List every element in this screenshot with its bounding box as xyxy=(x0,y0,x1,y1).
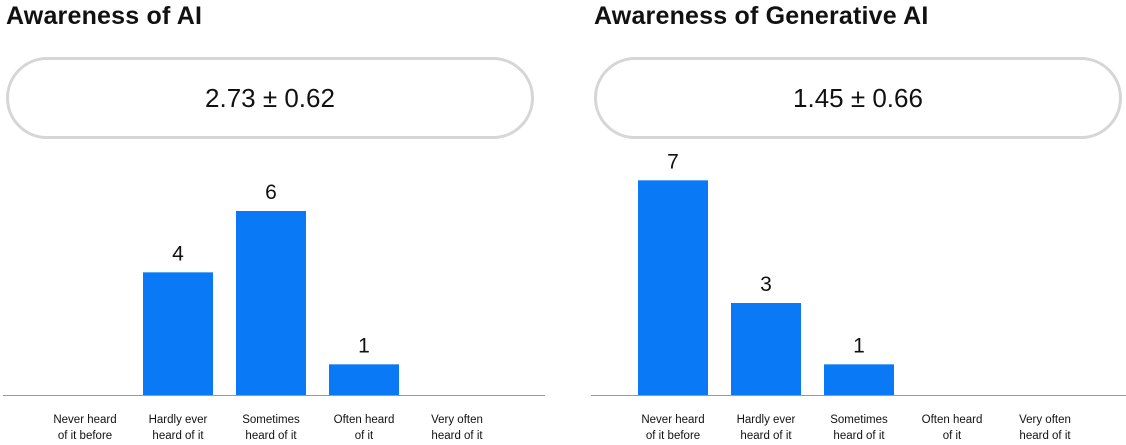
data-label: 7 xyxy=(667,150,679,173)
bar xyxy=(824,364,894,395)
bar-chart: Never heard of it before 4 Hardly ever heard… xyxy=(3,181,545,442)
data-label: 3 xyxy=(760,273,772,296)
awareness-ai-panel: Awareness of AI 2.73 ± 0.62 Never heard o… xyxy=(0,0,545,445)
mean-sd-value: 1.45 ± 0.66 xyxy=(793,82,923,113)
x-tick-label: Sometimes heard of it xyxy=(830,414,888,442)
x-tick-label: Hardly ever heard of it xyxy=(737,414,796,442)
bar-chart: 7 Never heard of it before 3 Hardly ever hear… xyxy=(591,150,1126,442)
data-label: 6 xyxy=(265,181,277,204)
bar xyxy=(638,180,708,395)
awareness-generative-ai-panel: Awareness of Generative AI 1.45 ± 0.66 7… xyxy=(588,0,1126,445)
x-tick-label: Never heard of it before xyxy=(641,414,704,442)
chart-title: Awareness of Generative AI xyxy=(594,2,929,30)
x-tick-label: Sometimes heard of it xyxy=(242,414,300,442)
x-tick-label: Often heard of it xyxy=(922,414,983,442)
data-label: 4 xyxy=(172,242,184,265)
bar xyxy=(329,364,399,395)
data-label: 1 xyxy=(358,334,370,357)
mean-sd-box: 2.73 ± 0.62 xyxy=(6,57,534,139)
x-tick-label: Often heard of it xyxy=(334,414,395,442)
data-label: 1 xyxy=(853,334,865,357)
x-tick-label: Very often heard of it xyxy=(1019,414,1071,442)
x-tick-label: Never heard of it before xyxy=(53,414,116,442)
mean-sd-box: 1.45 ± 0.66 xyxy=(594,57,1122,139)
mean-sd-value: 2.73 ± 0.62 xyxy=(205,82,335,113)
chart-title: Awareness of AI xyxy=(6,2,203,30)
x-tick-label: Very often heard of it xyxy=(431,414,483,442)
bar xyxy=(731,303,801,395)
bar xyxy=(143,272,213,395)
x-tick-label: Hardly ever heard of it xyxy=(149,414,208,442)
bar xyxy=(236,211,306,395)
